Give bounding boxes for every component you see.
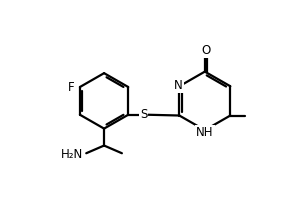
- Text: H₂N: H₂N: [61, 147, 83, 161]
- Text: F: F: [68, 81, 75, 94]
- Text: S: S: [140, 108, 148, 121]
- Text: O: O: [201, 44, 210, 57]
- Text: NH: NH: [196, 126, 214, 139]
- Text: N: N: [174, 79, 183, 92]
